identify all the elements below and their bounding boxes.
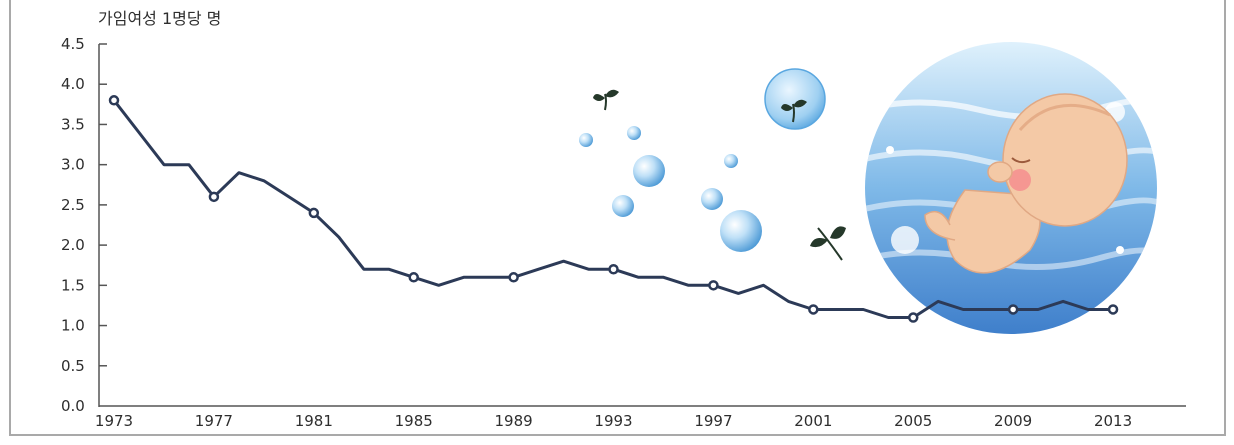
data-point-marker <box>508 272 519 283</box>
data-point-marker <box>1107 304 1119 315</box>
data-point-marker <box>308 207 320 219</box>
y-tick-label: 2.0 <box>61 236 85 254</box>
y-tick-label: 4.0 <box>61 75 85 93</box>
data-point-marker <box>708 280 719 291</box>
chart-frame <box>9 0 1226 436</box>
x-tick-label: 1993 <box>594 412 632 430</box>
bubble <box>701 188 723 210</box>
y-tick-label: 1.5 <box>61 276 85 294</box>
y-tick-label: 0.0 <box>61 397 85 415</box>
y-tick-label: 0.5 <box>61 357 85 375</box>
data-point-marker <box>608 263 619 275</box>
y-tick-label: 3.0 <box>61 156 85 174</box>
data-point-marker <box>1007 304 1019 315</box>
bubble <box>720 210 762 252</box>
series-layer <box>108 95 1119 323</box>
y-tick-label: 1.0 <box>61 317 85 335</box>
data-point-marker <box>208 191 220 203</box>
x-tick-label: 2001 <box>794 412 832 430</box>
sprout-bubble <box>764 68 826 130</box>
data-point-marker <box>108 95 120 106</box>
bubble <box>612 195 634 217</box>
y-axis-unit-label: 가임여성 1명당 명 <box>98 9 221 28</box>
data-point-marker <box>808 304 819 315</box>
x-tick-label: 1985 <box>395 412 433 430</box>
x-tick-label: 1981 <box>295 412 333 430</box>
x-tick-label: 1989 <box>495 412 533 430</box>
y-tick-label: 4.5 <box>61 35 85 53</box>
y-axis-ticks: 0.0 0.5 1.0 1.5 2.0 2.5 3.0 3.5 4.0 4.5 <box>61 35 107 415</box>
x-tick-label: 1973 <box>95 412 133 430</box>
x-tick-label: 1997 <box>694 412 732 430</box>
bubble <box>627 126 641 140</box>
data-point-marker <box>408 272 419 283</box>
bubble <box>579 133 593 147</box>
x-axis-ticks: 1973 1977 1981 1985 1989 1993 1997 2001 2005 2009… <box>95 412 1132 430</box>
x-tick-label: 2005 <box>894 412 932 430</box>
bubbles-illustration <box>579 68 826 252</box>
x-tick-label: 2013 <box>1094 412 1132 430</box>
x-tick-label: 1977 <box>195 412 233 430</box>
bubble <box>724 154 738 168</box>
data-point-marker <box>907 312 919 323</box>
sprout-icon <box>593 89 619 111</box>
sprout-icon <box>781 99 807 123</box>
y-tick-label: 3.5 <box>61 115 85 133</box>
baby-illustration <box>865 42 1157 334</box>
y-tick-label: 2.5 <box>61 196 85 214</box>
sprout-icon <box>810 226 846 261</box>
bubble <box>633 155 665 187</box>
x-tick-label: 2009 <box>994 412 1032 430</box>
